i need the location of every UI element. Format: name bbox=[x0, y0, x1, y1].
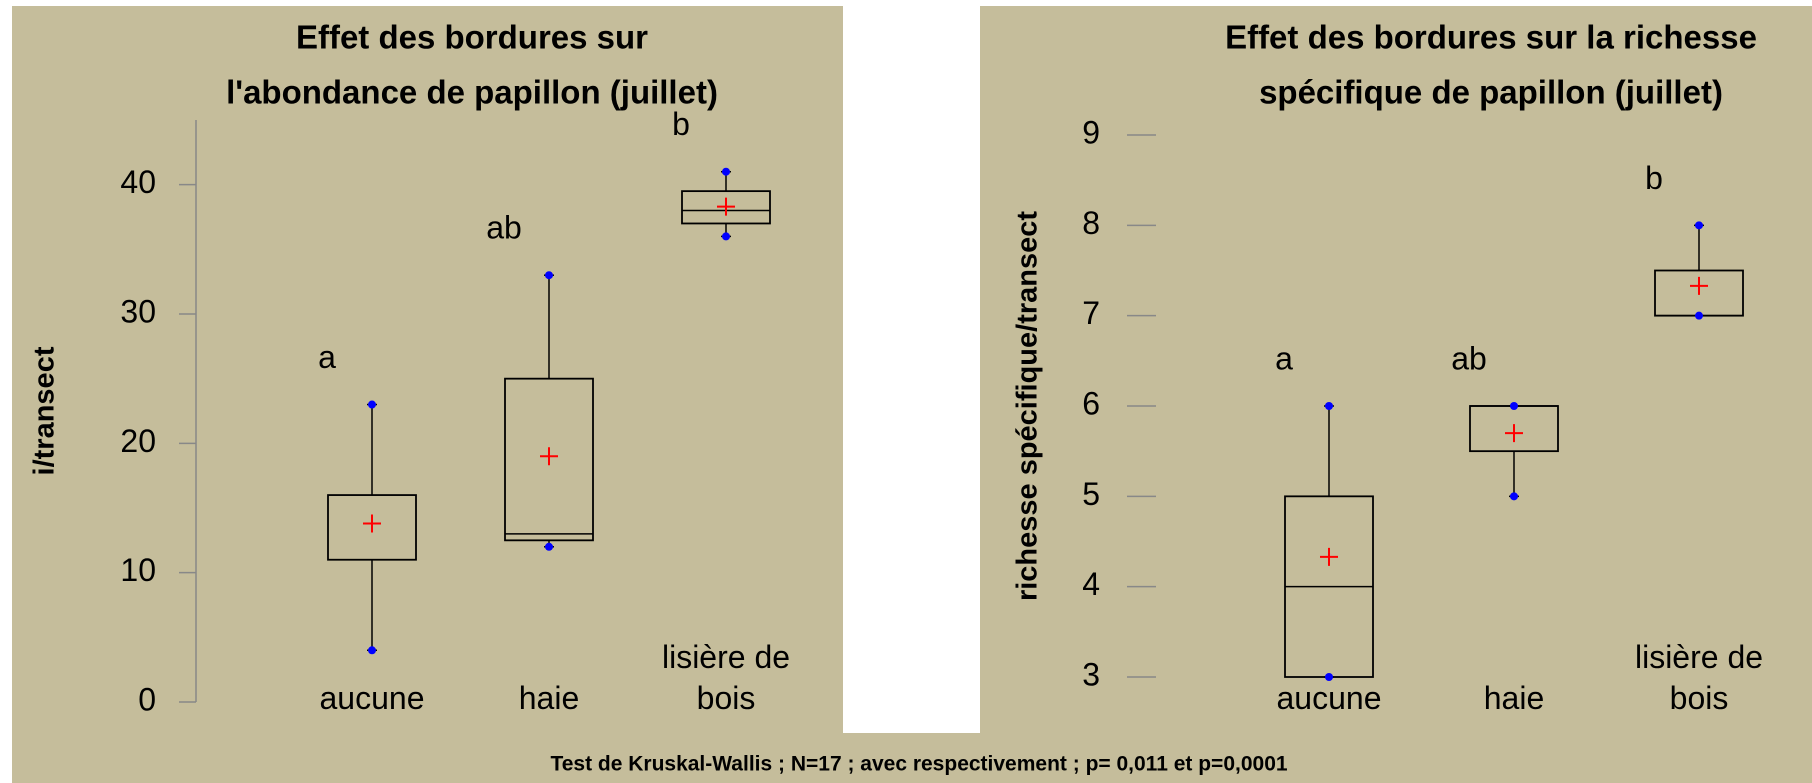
chart-title: Effet des bordures sur bbox=[296, 19, 648, 56]
min-point bbox=[722, 232, 730, 241]
y-tick-label: 3 bbox=[1082, 656, 1100, 692]
min-point bbox=[1325, 673, 1333, 681]
max-point bbox=[545, 271, 553, 280]
min-point bbox=[1695, 311, 1703, 320]
mean-marker bbox=[540, 447, 558, 466]
x-tick-label: lisière de bois bbox=[1634, 638, 1764, 717]
annotation: ab bbox=[486, 210, 522, 246]
annotation: b bbox=[1645, 160, 1663, 196]
x-tick-label-box: aucune bbox=[1276, 680, 1382, 717]
y-tick-label: 5 bbox=[1082, 476, 1100, 512]
mean-marker bbox=[1505, 424, 1523, 443]
x-tick-label: aucune bbox=[319, 680, 425, 717]
x-tick-label-box: aucune bbox=[319, 680, 425, 717]
y-tick-label: 20 bbox=[120, 423, 156, 459]
y-tick-label: 0 bbox=[138, 681, 156, 717]
y-tick-label: 40 bbox=[120, 164, 156, 200]
y-tick-label: 10 bbox=[120, 552, 156, 588]
y-tick-label: 4 bbox=[1082, 566, 1100, 602]
x-tick-label: lisière de bois bbox=[661, 638, 791, 717]
footer: Test de Kruskal-Wallis ; N=17 ; avec res… bbox=[550, 753, 1287, 776]
max-point bbox=[368, 400, 376, 409]
min-point bbox=[368, 646, 376, 655]
max-point bbox=[1510, 402, 1518, 410]
x-tick-label-box: lisière de bois bbox=[661, 638, 791, 717]
max-point bbox=[722, 167, 730, 176]
chart-title: Effet des bordures sur la richesse bbox=[1225, 19, 1757, 56]
max-point bbox=[1325, 402, 1333, 410]
y-tick-label: 9 bbox=[1082, 114, 1100, 150]
max-point bbox=[1695, 221, 1703, 230]
x-tick-label-box: haie bbox=[518, 680, 580, 717]
y-tick-label: 30 bbox=[120, 293, 156, 329]
annotation: b bbox=[672, 106, 690, 142]
x-tick-label-box: haie bbox=[1483, 680, 1545, 717]
box bbox=[681, 190, 771, 225]
chart-title: l'abondance de papillon (juillet) bbox=[226, 74, 718, 111]
gap bbox=[843, 0, 980, 733]
mean-marker bbox=[1690, 276, 1708, 295]
y-axis-label: richesse spécifique/transect bbox=[1012, 211, 1044, 601]
annotation: a bbox=[318, 339, 336, 375]
x-tick-label-box: lisière de bois bbox=[1634, 638, 1764, 717]
min-point bbox=[1510, 492, 1518, 501]
mean-marker bbox=[363, 514, 381, 533]
box bbox=[504, 377, 594, 542]
y-tick-label: 6 bbox=[1082, 385, 1100, 421]
chart-title: spécifique de papillon (juillet) bbox=[1259, 74, 1723, 111]
min-point bbox=[545, 542, 553, 551]
annotation: a bbox=[1275, 340, 1293, 376]
annotation: ab bbox=[1451, 340, 1487, 376]
y-axis-label: i/transect bbox=[29, 346, 61, 475]
x-tick-label: haie bbox=[518, 680, 580, 717]
y-tick-label: 8 bbox=[1082, 205, 1100, 241]
mean-marker bbox=[717, 197, 735, 216]
x-tick-label: aucune bbox=[1276, 680, 1382, 717]
x-tick-label: haie bbox=[1483, 680, 1545, 717]
y-tick-label: 7 bbox=[1082, 295, 1100, 331]
mean-marker bbox=[1320, 547, 1338, 566]
